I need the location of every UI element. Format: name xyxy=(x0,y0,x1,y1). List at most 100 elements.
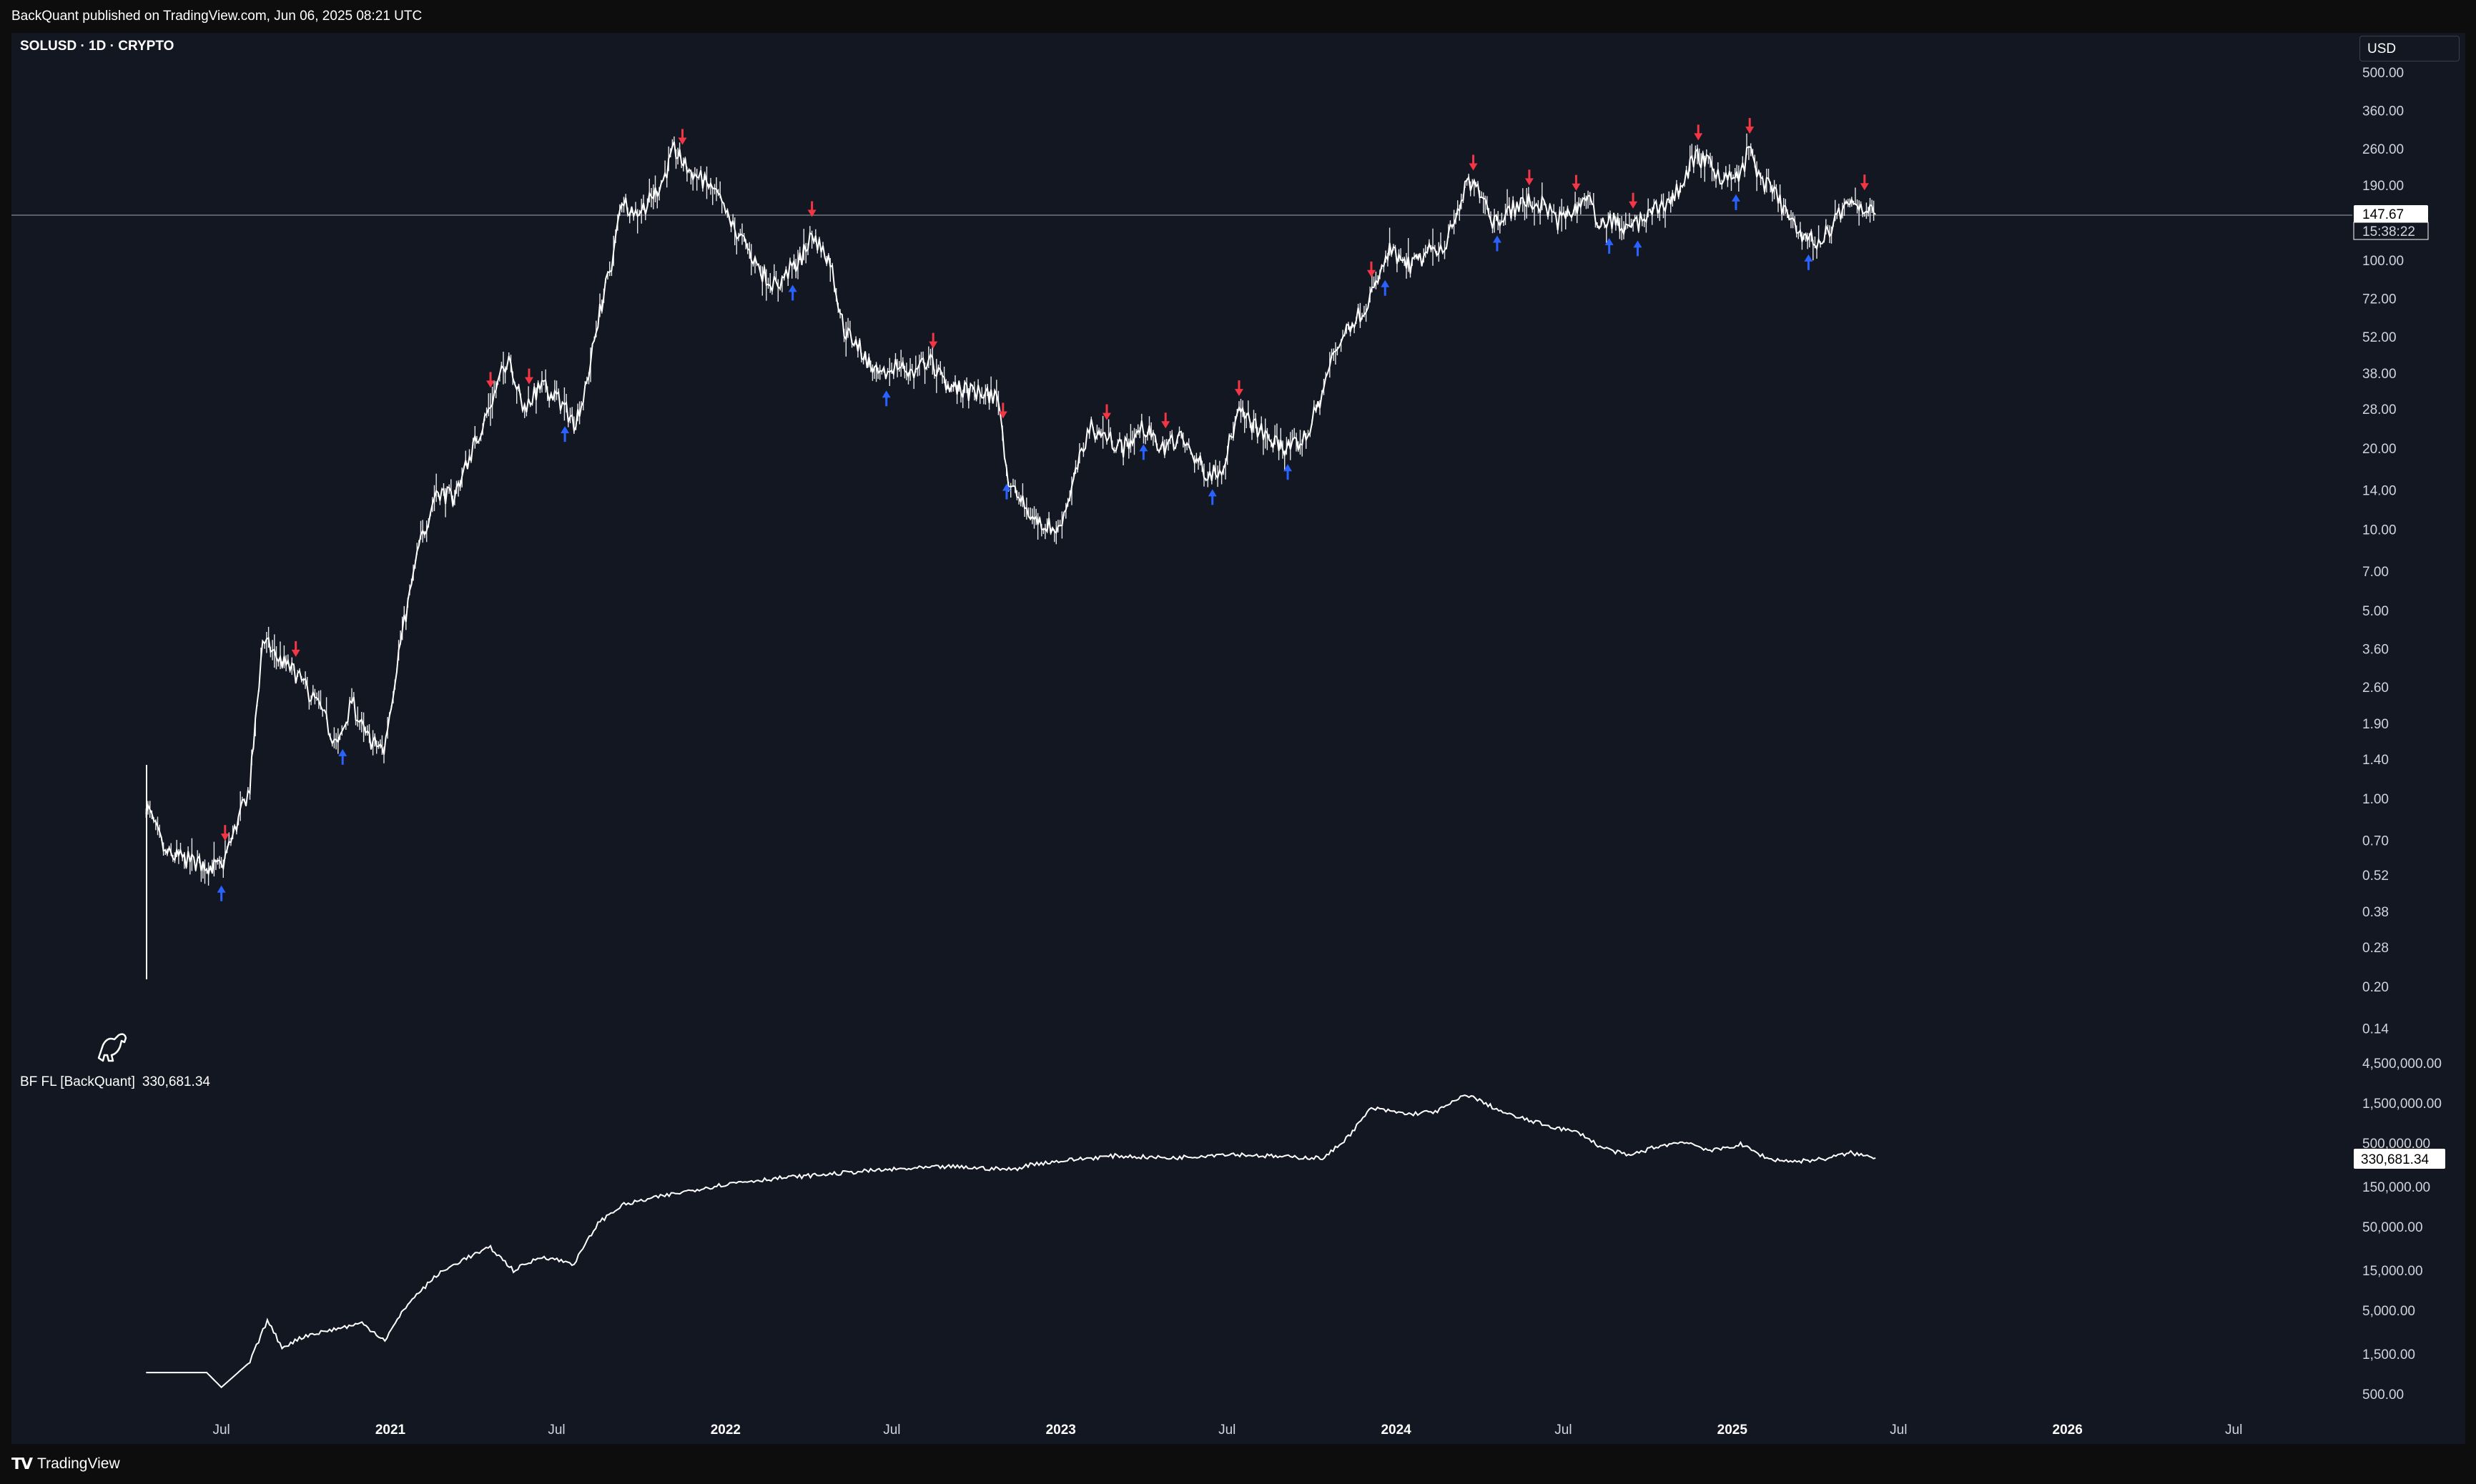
time-axis-tick: 2022 xyxy=(711,1423,741,1438)
buy-signal-icon xyxy=(1604,237,1614,254)
sell-signal-icon xyxy=(1234,380,1243,397)
price-axis-tick: 0.52 xyxy=(2362,869,2389,884)
sell-signal-icon xyxy=(807,201,817,217)
price-axis: 500.00360.00260.00190.00140.00100.0072.0… xyxy=(2362,66,2404,1037)
price-series xyxy=(145,142,1876,876)
sell-signal-icon xyxy=(1366,261,1376,277)
price-axis-tick: 0.38 xyxy=(2362,905,2389,920)
time-axis-tick: 2025 xyxy=(1717,1423,1748,1438)
time-axis-tick: Jul xyxy=(212,1423,230,1438)
tradingview-logo-icon: 𝗧𝗩 xyxy=(11,1455,33,1473)
indicator-value: 330,681.34 xyxy=(142,1074,210,1089)
sell-signal-icon xyxy=(678,129,687,145)
time-axis-tick: 2026 xyxy=(2053,1423,2083,1438)
price-axis-tick: 100.00 xyxy=(2362,254,2404,269)
time-axis-tick: 2023 xyxy=(1046,1423,1076,1438)
sell-signal-icon xyxy=(1860,174,1869,191)
time-axis-tick: Jul xyxy=(1554,1423,1572,1438)
indicator-axis-tick: 1,500.00 xyxy=(2362,1347,2415,1362)
time-axis: Jul 2021 Jul 2022 Jul 2023 Jul 2024 Jul 2025 Jul 20… xyxy=(212,1423,2242,1438)
buy-signal-icon xyxy=(1208,489,1217,505)
sell-signal-icon xyxy=(1629,192,1638,209)
price-axis-tick: 3.60 xyxy=(2362,643,2389,658)
brand-label: TradingView xyxy=(37,1455,120,1472)
indicator-axis-tick: 4,500,000.00 xyxy=(2362,1057,2442,1072)
indicator-axis-tick: 500.00 xyxy=(2362,1387,2404,1403)
symbol-title[interactable]: SOLUSD · 1D · CRYPTO xyxy=(20,39,174,54)
buy-signal-icon xyxy=(1633,240,1642,257)
buy-signal-icon xyxy=(217,885,226,901)
sell-signal-icon xyxy=(220,825,230,841)
footer-bar xyxy=(0,1444,2476,1484)
time-axis-tick: Jul xyxy=(883,1423,900,1438)
buy-signal-icon xyxy=(1283,464,1293,480)
price-axis-tick: 14.00 xyxy=(2362,483,2397,498)
price-axis-tick: 360.00 xyxy=(2362,104,2404,119)
buy-signal-icon xyxy=(788,285,797,301)
indicator-last-badge: 330,681.34 xyxy=(2354,1149,2445,1169)
sell-signal-icon xyxy=(1102,404,1111,420)
price-axis-tick: 28.00 xyxy=(2362,402,2397,417)
dinosaur-icon xyxy=(97,1033,127,1062)
sell-signal-icon xyxy=(1745,118,1755,134)
price-axis-tick: 1.40 xyxy=(2362,753,2389,768)
indicator-axis-tick: 15,000.00 xyxy=(2362,1264,2423,1279)
time-axis-tick: 2024 xyxy=(1381,1423,1411,1438)
tradingview-brand[interactable]: 𝗧𝗩 TradingView xyxy=(11,1455,120,1473)
sell-signal-icon xyxy=(1469,154,1478,171)
sell-signal-icon xyxy=(1161,412,1170,429)
sell-signal-icon xyxy=(1572,174,1581,191)
time-axis-tick: Jul xyxy=(1890,1423,1907,1438)
price-axis-tick: 5.00 xyxy=(2362,604,2389,619)
publish-header: BackQuant published on TradingView.com, … xyxy=(0,0,2476,33)
sell-signal-icon xyxy=(486,372,495,388)
buy-signal-icon xyxy=(1492,235,1501,252)
sell-signal-icon xyxy=(998,402,1007,419)
buy-signal-icon xyxy=(1804,254,1813,270)
currency-button[interactable]: USD xyxy=(2359,36,2460,61)
price-axis-tick: 500.00 xyxy=(2362,66,2404,81)
buy-signal-icon xyxy=(1731,194,1740,210)
indicator-axis-tick: 500,000.00 xyxy=(2362,1137,2430,1152)
last-price-value: 147.67 xyxy=(2362,207,2404,222)
price-axis-tick: 260.00 xyxy=(2362,142,2404,157)
price-axis-tick: 1.00 xyxy=(2362,792,2389,807)
price-axis-tick: 0.20 xyxy=(2362,980,2389,995)
price-axis-tick: 0.28 xyxy=(2362,941,2389,956)
price-axis-tick: 10.00 xyxy=(2362,523,2397,538)
price-axis-tick: 72.00 xyxy=(2362,292,2397,307)
indicator-last-value: 330,681.34 xyxy=(2361,1152,2430,1167)
sell-signal-icon xyxy=(291,640,300,657)
sell-signal-icon xyxy=(1694,124,1703,141)
price-axis-tick: 52.00 xyxy=(2362,330,2397,345)
indicator-axis-tick: 5,000.00 xyxy=(2362,1304,2415,1319)
price-candles xyxy=(145,133,1875,979)
price-axis-tick: 190.00 xyxy=(2362,179,2404,194)
time-axis-tick: Jul xyxy=(1218,1423,1235,1438)
price-axis-tick: 7.00 xyxy=(2362,565,2389,580)
buy-signal-icon xyxy=(1139,444,1148,460)
price-axis-tick: 20.00 xyxy=(2362,442,2397,457)
buy-signal-icon xyxy=(338,748,347,765)
buy-signal-icon xyxy=(1381,280,1390,296)
price-axis-tick: 0.14 xyxy=(2362,1022,2389,1037)
indicator-legend[interactable]: BF FL [BackQuant] 330,681.34 xyxy=(20,1074,210,1090)
price-axis-tick: 38.00 xyxy=(2362,367,2397,382)
buy-signal-icon xyxy=(561,426,570,442)
price-axis-tick: 2.60 xyxy=(2362,681,2389,696)
time-axis-tick: 2021 xyxy=(375,1423,406,1438)
indicator-axis-tick: 1,500,000.00 xyxy=(2362,1097,2442,1112)
buy-signal-icon xyxy=(882,390,891,407)
indicator-series xyxy=(146,1094,1876,1389)
indicator-name: BF FL [BackQuant] xyxy=(20,1074,135,1089)
countdown-value: 15:38:22 xyxy=(2362,224,2415,239)
signal-markers xyxy=(217,118,1869,901)
indicator-axis-tick: 150,000.00 xyxy=(2362,1180,2430,1195)
price-axis-tick: 1.90 xyxy=(2362,717,2389,732)
chart-panel[interactable] xyxy=(11,33,2465,1444)
sell-signal-icon xyxy=(929,332,938,349)
sell-signal-icon xyxy=(1524,169,1534,186)
time-axis-tick: Jul xyxy=(2225,1423,2242,1438)
sell-signal-icon xyxy=(524,368,533,385)
